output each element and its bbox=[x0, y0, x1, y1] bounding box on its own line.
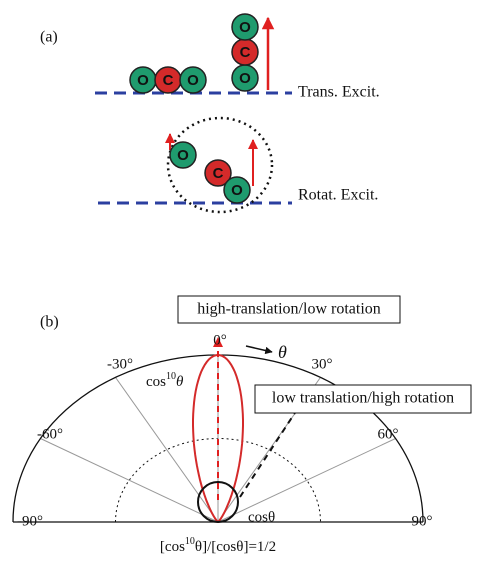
text: 10 bbox=[185, 536, 195, 547]
curve-label: cos10θ bbox=[146, 371, 184, 390]
box-text: low translation/high rotation bbox=[272, 390, 454, 407]
atom-label: O bbox=[187, 72, 199, 89]
atom-label: C bbox=[163, 72, 174, 89]
angle-label: 30° bbox=[312, 356, 333, 372]
angle-label: -90° bbox=[17, 513, 43, 529]
theta-arrow bbox=[246, 346, 272, 352]
angle-label: 90° bbox=[412, 513, 433, 529]
theta-symbol: θ bbox=[278, 342, 287, 362]
atom-label: C bbox=[240, 44, 251, 61]
panel-label: (a) bbox=[40, 29, 58, 46]
curve-label: cosθ bbox=[248, 509, 275, 525]
text: 10 bbox=[166, 371, 176, 382]
text: [cos bbox=[160, 539, 185, 555]
atom-label: O bbox=[137, 72, 149, 89]
radial-line bbox=[40, 439, 218, 523]
text: cos bbox=[146, 374, 166, 390]
atom-label: O bbox=[239, 70, 251, 87]
polar-plot: 0° -30° 30° -60° 60° -90° 90° bbox=[13, 332, 433, 529]
figure: (a) Trans. Excit. Rotat. Excit. OCOOCOOC… bbox=[0, 0, 480, 561]
angle-label: -30° bbox=[107, 356, 133, 372]
box-text: high-translation/low rotation bbox=[197, 301, 381, 318]
text: θ bbox=[176, 374, 184, 390]
caption: Rotat. Excit. bbox=[298, 187, 378, 204]
caption: Trans. Excit. bbox=[298, 84, 380, 101]
angle-label: 0° bbox=[213, 332, 227, 348]
atom-label: O bbox=[231, 182, 243, 199]
radial-line bbox=[116, 377, 219, 522]
atom-label: C bbox=[213, 165, 224, 182]
atom-label: O bbox=[239, 19, 251, 36]
panel-label: (b) bbox=[40, 314, 59, 331]
angle-label: -60° bbox=[37, 426, 63, 442]
ratio-label: [cos10θ]/[cosθ]=1/2 bbox=[160, 536, 276, 555]
angle-label: 60° bbox=[378, 426, 399, 442]
atom-label: O bbox=[177, 147, 189, 164]
radial-line bbox=[218, 439, 396, 523]
text: θ]/[cosθ]=1/2 bbox=[195, 539, 276, 555]
